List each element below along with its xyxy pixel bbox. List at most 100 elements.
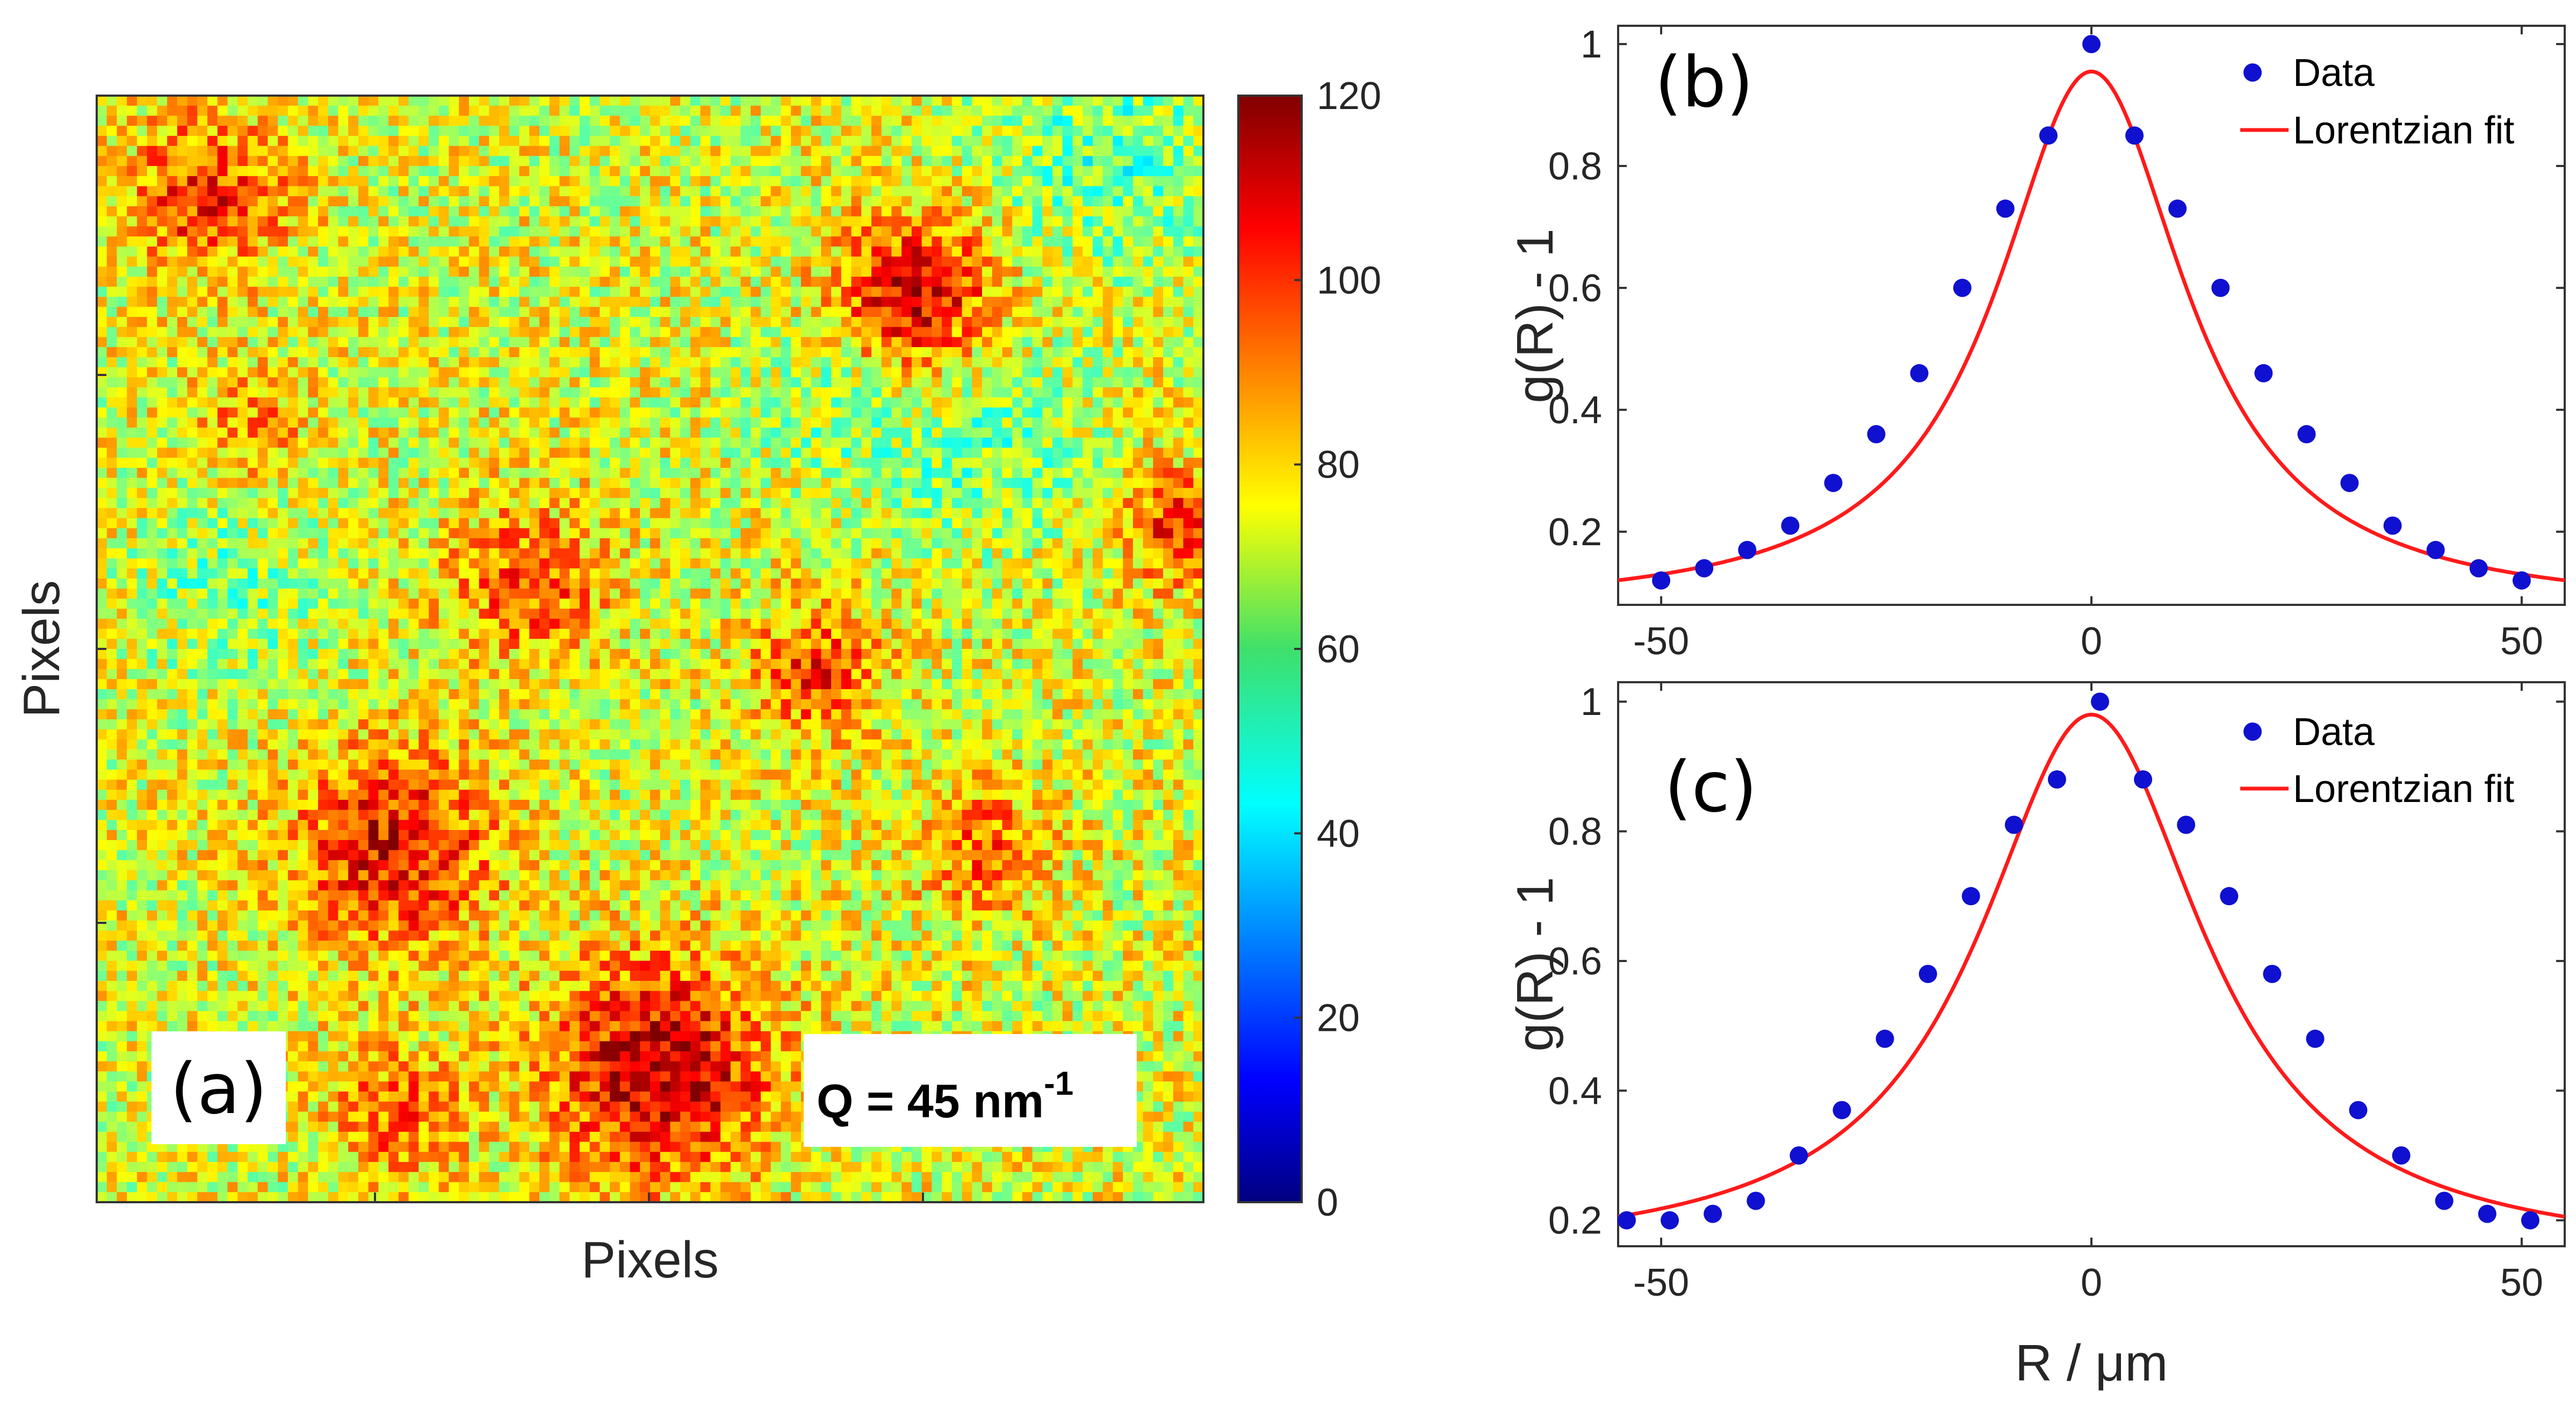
plot-b-y-label: g(R) - 1	[1506, 228, 1564, 403]
heatmap-grid	[97, 96, 1204, 1203]
heatmap-x-label: Pixels	[581, 1231, 719, 1289]
heatmap-y-label: Pixels	[13, 580, 70, 718]
data-point	[1867, 425, 1886, 444]
y-tick-label: 0.4	[1548, 389, 1602, 432]
y-tick-label: 0.4	[1548, 1070, 1602, 1112]
plot-c-y-label: g(R) - 1	[1506, 877, 1564, 1051]
data-point	[1996, 199, 2015, 218]
data-point	[2426, 540, 2445, 559]
x-tick-label: 0	[2081, 1261, 2102, 1304]
x-tick-label: -50	[1633, 620, 1689, 663]
panel-label-a-box	[151, 1031, 286, 1144]
y-tick-label: 0.2	[1548, 511, 1602, 554]
legend-c-data-marker	[2243, 722, 2262, 741]
legend-c-fit-label: Lorentzian fit	[2293, 768, 2514, 811]
data-point	[2469, 559, 2488, 577]
panel-label-b: (b)	[1655, 41, 1754, 123]
data-point	[1875, 1029, 1894, 1048]
panel-label-a: (a)	[170, 1048, 267, 1130]
data-point	[2091, 692, 2109, 711]
panel-a: Pixels Pixels (a) Q = 45 nm-1 0 20 40 60 80 1…	[13, 75, 1381, 1289]
data-point	[2039, 126, 2058, 145]
colorbar-tick-label: 60	[1317, 628, 1360, 671]
data-point	[2297, 425, 2316, 444]
colorbar-tick-label: 100	[1317, 259, 1381, 302]
y-tick-label: 1	[1581, 23, 1602, 66]
colorbar-tick-label: 120	[1317, 75, 1381, 118]
data-point	[1953, 278, 1972, 297]
q-annotation: Q = 45 nm-1	[817, 1065, 1073, 1128]
q-annotation-box	[804, 1034, 1137, 1147]
x-tick-label: 0	[2081, 620, 2102, 663]
data-point	[2082, 35, 2101, 53]
data-point	[2512, 571, 2531, 590]
y-tick-label: 0.8	[1548, 811, 1602, 854]
plot-c-legend: Data Lorentzian fit	[2240, 711, 2514, 811]
data-point	[1618, 1211, 1636, 1230]
data-point	[2392, 1146, 2411, 1165]
data-point	[2340, 474, 2359, 493]
q-annotation-prefix: Q = 45 nm	[817, 1074, 1044, 1128]
plot-c-data-points	[1618, 692, 2539, 1230]
data-point	[2263, 965, 2282, 984]
data-point	[2521, 1211, 2539, 1230]
q-annotation-superscript: -1	[1044, 1065, 1073, 1102]
data-point	[2435, 1191, 2454, 1210]
data-point	[1961, 887, 1980, 906]
data-point	[2168, 199, 2187, 218]
colorbar-tick-label: 0	[1317, 1181, 1338, 1224]
y-tick-label: 0.6	[1548, 940, 1602, 983]
x-tick-label: 50	[2500, 1261, 2543, 1304]
panel-label-c: (c)	[1664, 746, 1757, 828]
data-point	[1790, 1146, 1808, 1165]
data-point	[2254, 364, 2273, 382]
data-point	[1738, 540, 1757, 559]
data-point	[2383, 516, 2402, 535]
y-tick-label: 0.6	[1548, 267, 1602, 310]
data-point	[1747, 1191, 1765, 1210]
plot-b-fit-line	[1618, 69, 2565, 582]
data-point	[2478, 1204, 2496, 1223]
colorbar-tick-label: 80	[1317, 444, 1360, 487]
data-point	[1704, 1204, 1722, 1223]
data-point	[1832, 1101, 1851, 1119]
y-tick-label: 1	[1581, 681, 1602, 724]
data-point	[2134, 770, 2153, 789]
heatmap-ticks	[97, 374, 924, 1202]
y-tick-label: 0.2	[1548, 1200, 1602, 1242]
data-point	[1781, 516, 1800, 535]
legend-b-data-marker	[2243, 63, 2262, 82]
y-tick-label: 0.8	[1548, 145, 1602, 188]
data-point	[2220, 887, 2239, 906]
plot-b-legend: Data Lorentzian fit	[2240, 52, 2514, 152]
panel-b: -50 0 50 0.2 0.4 0.6 0.8 1 (b) g(R) - 1 Data Lo…	[1506, 23, 2566, 663]
plot-b-data-points	[1652, 35, 2531, 590]
colorbar	[1237, 95, 1303, 1203]
data-point	[2211, 278, 2230, 297]
x-tick-label: -50	[1633, 1261, 1689, 1304]
data-point	[1652, 571, 1671, 590]
data-point	[2177, 815, 2196, 834]
data-point	[2047, 770, 2066, 789]
data-point	[2004, 815, 2023, 834]
legend-b-fit-label: Lorentzian fit	[2293, 109, 2514, 152]
plot-b-axes: -50 0 50 0.2 0.4 0.6 0.8 1	[1548, 23, 2565, 663]
data-point	[1910, 364, 1929, 382]
legend-c-data-label: Data	[2293, 711, 2375, 754]
data-point	[2125, 126, 2144, 145]
plot-c-x-label: R / μm	[2015, 1334, 2168, 1392]
data-point	[1661, 1211, 1679, 1230]
plot-c-axes: -50 0 50 0.2 0.4 0.6 0.8 1	[1548, 681, 2565, 1304]
legend-b-data-label: Data	[2293, 52, 2375, 95]
data-point	[2306, 1029, 2325, 1048]
data-point	[2349, 1101, 2368, 1119]
data-point	[1918, 965, 1937, 984]
colorbar-tick-label: 40	[1317, 812, 1360, 855]
data-point	[1824, 474, 1843, 493]
data-point	[1695, 559, 1714, 577]
plot-c-fit-line	[1618, 712, 2565, 1219]
panel-c: -50 0 500.20.40.60.81 (c) g(R) - 1 R / μm …	[1506, 681, 2566, 1392]
colorbar-ticks: 0 20 40 60 80 100 120	[1294, 75, 1381, 1224]
x-tick-label: 50	[2500, 620, 2543, 663]
